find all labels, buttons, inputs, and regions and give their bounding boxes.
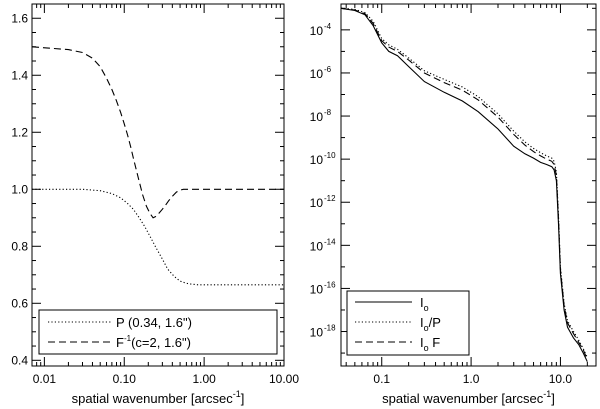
- right-legend-label: Io F: [420, 335, 440, 353]
- right-legend-label-tail: F: [429, 335, 441, 350]
- right-y-tick-label-exponent: -4: [324, 22, 332, 31]
- right-legend-label-tail: /P: [429, 315, 441, 330]
- left-legend: P (0.34, 1.6") F-1(c=2, 1.6"): [38, 309, 278, 355]
- right-x-axis-label-main: spatial wavenumber [arcsec: [382, 391, 544, 406]
- left-series-line-F1: [31, 46, 284, 219]
- right-y-tick-label-exponent: -16: [324, 280, 336, 289]
- right-x-axis-label: spatial wavenumber [arcsec-1]: [382, 389, 555, 406]
- left-legend-label-tail: (c=2, 1.6"): [131, 335, 191, 350]
- right-legend-label-main: I: [420, 335, 424, 350]
- right-y-tick-label-base: 10: [310, 110, 324, 124]
- right-x-axis-label-sup: -1: [543, 389, 551, 399]
- right-x-tick-label: 1.0: [463, 372, 480, 386]
- right-y-tick-label-base: 10: [310, 67, 324, 81]
- left-x-tick-label: 0.10: [113, 372, 137, 386]
- right-y-tick-label: 10: [310, 239, 324, 253]
- left-y-tick-label: 1.0: [11, 182, 28, 196]
- left-y-tick-label: 0.4: [11, 353, 28, 367]
- right-y-tick-label-base: 10: [310, 196, 324, 210]
- right-y-tick-label: 10: [310, 67, 324, 81]
- right-legend-label-sub: o: [424, 303, 429, 313]
- right-y-tick-label: 10: [310, 110, 324, 124]
- right-y-tick-label-base: 10: [310, 24, 324, 38]
- right-y-tick-label-exponent: -12: [324, 194, 336, 203]
- left-legend-label-main: F: [116, 335, 124, 350]
- left-x-axis-label: spatial wavenumber [arcsec-1]: [72, 389, 245, 406]
- left-x-tick-label: 1.00: [192, 372, 216, 386]
- right-legend-label-sub: o: [424, 323, 429, 333]
- right-y-tick-label-base: 10: [310, 326, 324, 340]
- left-y-tick-label: 1.6: [11, 11, 28, 25]
- left-legend-label-main: P (0.34, 1.6"): [116, 315, 192, 330]
- right-plot-frame: [340, 3, 597, 367]
- left-x-axis-label-main: spatial wavenumber [arcsec: [72, 391, 234, 406]
- left-legend-box: [38, 309, 278, 355]
- right-x-tick-label: 0.1: [373, 372, 390, 386]
- right-legend-label-sub: o: [424, 343, 429, 353]
- left-legend-label-sup: -1: [124, 334, 132, 343]
- right-legend-label: Io/P: [420, 315, 441, 333]
- right-y-tick-label: 10: [310, 153, 324, 167]
- right-y-tick-label-exponent: -6: [324, 65, 332, 74]
- left-legend-label: F-1(c=2, 1.6"): [116, 334, 191, 350]
- right-y-tick-label-base: 10: [310, 239, 324, 253]
- right-y-tick-label-exponent: -8: [324, 108, 332, 117]
- right-x-axis-label-close: ]: [551, 391, 555, 406]
- left-y-tick-label: 1.2: [11, 125, 28, 139]
- right-y-tick-label-base: 10: [310, 282, 324, 296]
- right-x-tick-label: 10.0: [549, 372, 573, 386]
- left-series-line-P: [32, 188, 284, 286]
- right-legend-label-main: I: [420, 295, 424, 310]
- left-x-axis-label-sup: -1: [233, 389, 241, 399]
- right-legend-label-main: I: [420, 315, 424, 330]
- right-y-tick-label-exponent: -10: [324, 151, 336, 160]
- left-x-tick-label: 10.00: [269, 372, 299, 386]
- right-y-tick-label-exponent: -18: [324, 324, 336, 333]
- left-legend-label: P (0.34, 1.6"): [116, 315, 192, 330]
- right-legend-label: Io: [420, 295, 429, 313]
- right-series-line-Io: [340, 7, 588, 362]
- right-y-tick-label-exponent: -14: [324, 237, 336, 246]
- left-y-tick-label: 1.4: [11, 68, 28, 82]
- right-y-tick-label: 10: [310, 282, 324, 296]
- right-y-tick-label: 10: [310, 326, 324, 340]
- left-y-tick-label: 0.8: [11, 239, 28, 253]
- left-panel-transfer-functions: 0.01 0.10 1.00 10.00 0.4 0.6 0.8 1.0 1.2 1.4 1.6 P …: [11, 3, 299, 406]
- right-y-tick-label: 10: [310, 196, 324, 210]
- left-x-axis-label-close: ]: [241, 391, 245, 406]
- right-y-tick-label: 10: [310, 24, 324, 38]
- right-y-tick-label-base: 10: [310, 153, 324, 167]
- left-plot-frame: [31, 3, 285, 367]
- right-series-line-IoP: [340, 7, 588, 358]
- right-legend-box: [346, 290, 470, 356]
- left-y-tick-label: 0.6: [11, 296, 28, 310]
- right-series-line-IoF: [340, 7, 588, 360]
- left-x-tick-label: 0.01: [33, 372, 57, 386]
